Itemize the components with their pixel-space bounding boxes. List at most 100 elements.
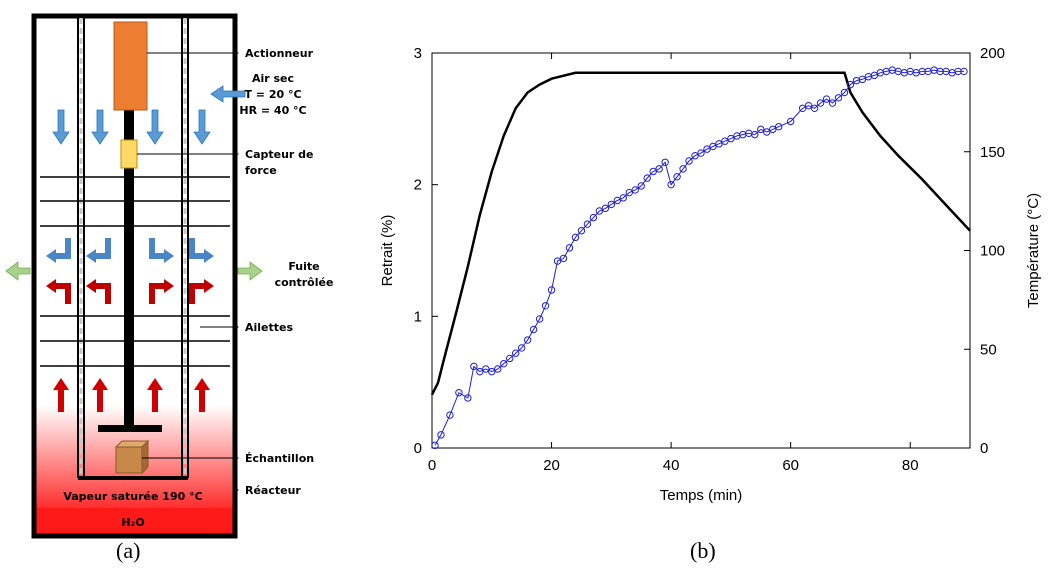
actuator: [113, 21, 148, 111]
dry-air-inlet-arrow: [210, 85, 246, 103]
shrinkage-point: [745, 129, 753, 138]
shrinkage-point: [912, 69, 920, 77]
shrinkage-point: [601, 204, 610, 213]
shrinkage-point: [589, 213, 598, 222]
y-tick-label: 3: [414, 45, 422, 62]
label-dry-air-1: Air sec: [252, 72, 294, 85]
shrinkage-point: [727, 134, 735, 143]
shrinkage-point: [786, 117, 795, 126]
shrinkage-point: [431, 441, 439, 450]
y-axis-label: Retrait (%): [379, 215, 396, 287]
shrinkage-point: [888, 66, 896, 74]
shrinkage-point: [709, 142, 717, 151]
shrinkage-point: [655, 165, 663, 173]
y2-axis-label: Température (°C): [1025, 193, 1042, 308]
shrinkage-point: [703, 145, 711, 153]
shrinkage-point: [523, 336, 532, 344]
shrinkage-point: [637, 182, 645, 190]
shrinkage-point: [852, 76, 861, 85]
red-bent-arrowheads: [46, 279, 214, 293]
x-tick-label: 0: [428, 457, 436, 474]
shrinkage-point: [864, 73, 873, 81]
shrinkage-point: [948, 69, 956, 77]
shrinkage-point: [870, 71, 879, 80]
label-leak-1: Fuite: [288, 260, 319, 273]
leader-lines: [137, 50, 239, 493]
shrinkage-point: [960, 67, 968, 76]
shrinkage-point: [500, 360, 508, 368]
shrinkage-point: [834, 94, 843, 102]
y2-tick-label: 200: [980, 45, 1005, 62]
label-actuator: Actionneur: [245, 47, 314, 60]
temperature-line: [430, 71, 971, 396]
shrinkage-point: [553, 257, 562, 265]
shrinkage-point: [924, 67, 932, 76]
shrinkage-point: [529, 325, 538, 334]
inner-walls: [77, 18, 189, 480]
shrinkage-point: [667, 180, 675, 189]
shrinkage-point: [840, 88, 849, 97]
shrinkage-point: [446, 411, 454, 419]
shrinkage-point: [882, 67, 891, 76]
shrinkage-point: [769, 125, 777, 134]
caption-b: (b): [690, 538, 716, 563]
shrinkage-point: [511, 349, 520, 357]
steam-up-arrows: [53, 378, 210, 412]
shrinkage-point: [488, 367, 496, 376]
caption-a: (a): [116, 538, 141, 563]
actuator-rod: [124, 108, 134, 426]
label-steam: Vapeur saturée 190 °C: [63, 490, 202, 503]
y2-tick-label: 100: [980, 243, 1005, 260]
y-tick-label: 1: [414, 308, 422, 325]
shrinkage-point: [751, 130, 759, 139]
shrinkage-point: [535, 315, 544, 323]
leak-arrow-right: [237, 261, 263, 281]
shrinkage-point: [673, 173, 681, 181]
shrinkage-point: [900, 69, 908, 77]
shrinkage-point: [816, 99, 825, 107]
shrinkage-point: [470, 362, 478, 371]
shrinkage-point: [482, 365, 490, 373]
shrinkage-point: [942, 67, 950, 76]
shrinkage-point: [685, 157, 693, 165]
shrinkage-point: [876, 69, 885, 77]
shrinkage-point: [541, 302, 550, 310]
shrinkage-point: [828, 99, 837, 107]
shrinkage-point: [583, 220, 592, 228]
shrinkage-point: [733, 132, 741, 140]
shrinkage-point: [798, 104, 807, 113]
shrinkage-point: [613, 196, 622, 205]
label-leak-2: contrôlée: [275, 276, 334, 289]
shrinkage-point: [930, 66, 938, 74]
rod-plate: [98, 425, 162, 432]
shrinkage-point: [775, 123, 783, 131]
shrinkage-point: [691, 152, 699, 160]
shrinkage-point: [649, 167, 657, 176]
shrinkage-point: [517, 344, 526, 352]
blue-bent-arrowheads: [46, 249, 214, 263]
shrinkage-point: [625, 188, 633, 197]
y2-tick-label: 0: [980, 440, 988, 457]
x-tick-label: 60: [782, 457, 799, 474]
chart-series: [430, 66, 971, 450]
shrinkage-point: [619, 194, 627, 202]
shrinkage-point: [954, 67, 962, 76]
shrinkage-point: [476, 367, 484, 376]
shrinkage-point: [822, 95, 831, 103]
shrinkage-point: [661, 158, 669, 166]
label-water: H₂O: [121, 516, 144, 529]
reactor-wall: [31, 13, 238, 539]
x-tick-label: 40: [663, 457, 680, 474]
red-bent-arrows: [56, 283, 204, 304]
y2-tick-label: 150: [980, 144, 1005, 161]
shrinkage-point: [577, 227, 586, 235]
shrinkage-point: [721, 137, 729, 145]
x-tick-label: 80: [902, 457, 919, 474]
sample-block: [114, 439, 150, 475]
label-fins: Ailettes: [245, 321, 293, 334]
y2-tick-label: 50: [980, 341, 997, 358]
shrinkage-point: [715, 140, 723, 148]
fins: [40, 176, 230, 367]
shrinkage-point: [464, 394, 472, 402]
label-force-sensor-2: force: [245, 164, 277, 177]
